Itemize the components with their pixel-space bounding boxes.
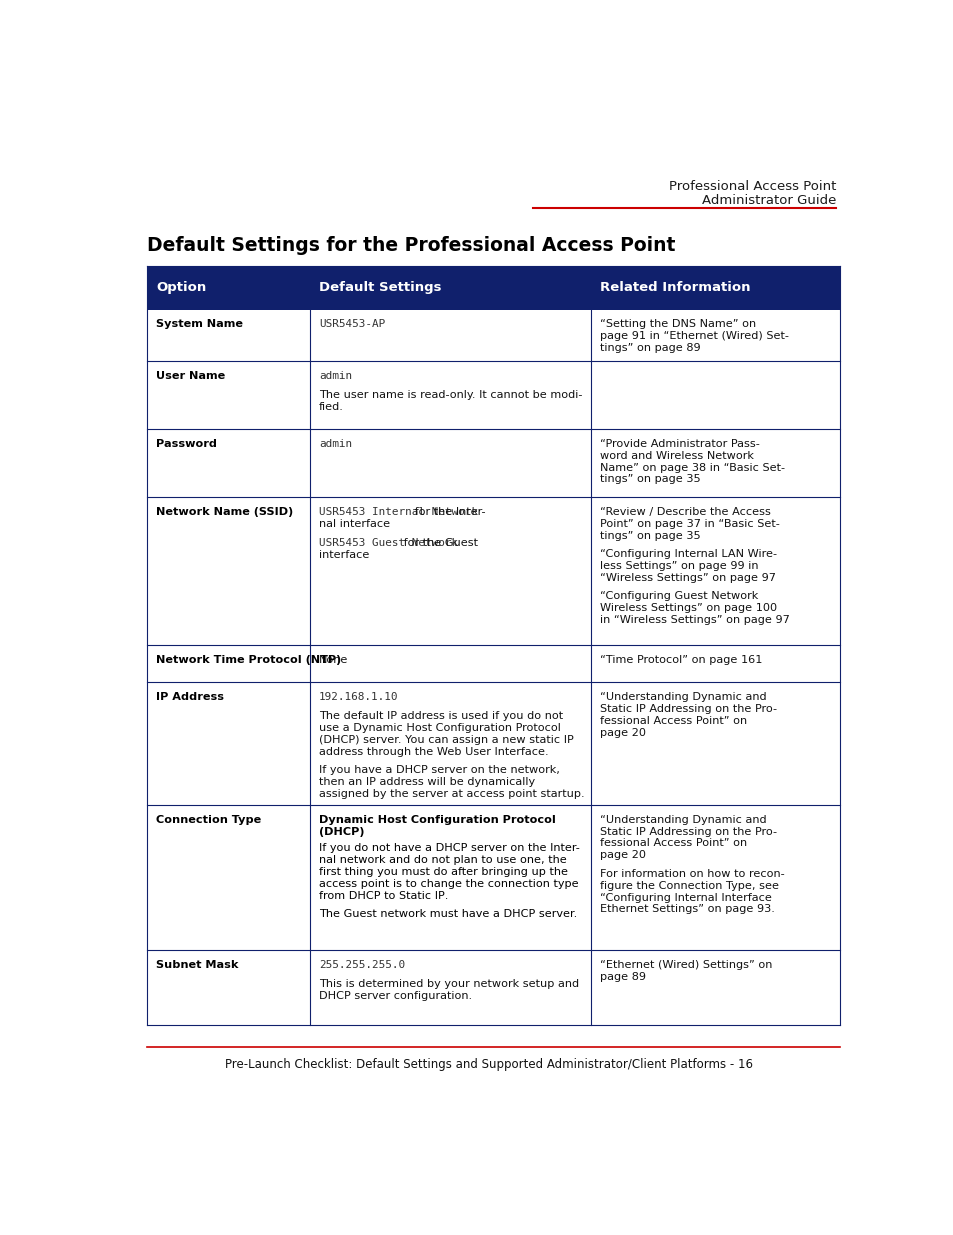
Text: This is determined by your network setup and: This is determined by your network setup…: [318, 979, 578, 989]
Text: fessional Access Point” on: fessional Access Point” on: [599, 839, 746, 848]
Text: Default Settings for the Professional Access Point: Default Settings for the Professional Ac…: [147, 236, 675, 254]
Text: use a Dynamic Host Configuration Protocol: use a Dynamic Host Configuration Protoco…: [318, 722, 560, 732]
Text: USR5453 Guest Network: USR5453 Guest Network: [318, 537, 457, 548]
Text: from ⁠DHCP⁠ to ⁠Static IP⁠.: from ⁠DHCP⁠ to ⁠Static IP⁠.: [318, 890, 448, 900]
Text: Dynamic Host Configuration Protocol: Dynamic Host Configuration Protocol: [318, 815, 556, 825]
Text: tings” on page 35: tings” on page 35: [599, 474, 700, 484]
Text: fessional Access Point” on: fessional Access Point” on: [599, 715, 746, 726]
Text: Subnet Mask: Subnet Mask: [156, 960, 238, 969]
Text: less Settings” on page 99 in: less Settings” on page 99 in: [599, 561, 758, 571]
Text: The Guest network must have a DHCP server.: The Guest network must have a DHCP serve…: [318, 909, 577, 919]
Text: 255.255.255.0: 255.255.255.0: [318, 960, 405, 969]
Text: tings” on page 89: tings” on page 89: [599, 343, 700, 353]
Text: “Configuring Internal Interface: “Configuring Internal Interface: [599, 893, 771, 903]
Text: “Wireless Settings” on page 97: “Wireless Settings” on page 97: [599, 573, 775, 583]
Text: assigned by the server at access point startup.: assigned by the server at access point s…: [318, 789, 584, 799]
Text: nal interface: nal interface: [318, 519, 390, 529]
Text: admin: admin: [318, 370, 352, 380]
Bar: [147, 266, 840, 310]
Text: Ethernet Settings” on page 93.: Ethernet Settings” on page 93.: [599, 904, 774, 914]
Text: Administrator Guide: Administrator Guide: [701, 194, 836, 206]
Text: page 20: page 20: [599, 851, 645, 861]
Text: in “Wireless Settings” on page 97: in “Wireless Settings” on page 97: [599, 615, 788, 625]
Text: Network Name (SSID): Network Name (SSID): [156, 506, 294, 517]
Text: “Configuring Guest Network: “Configuring Guest Network: [599, 592, 757, 601]
Text: If you have a DHCP server on the network,: If you have a DHCP server on the network…: [318, 764, 559, 776]
Text: IP Address: IP Address: [156, 692, 224, 701]
Text: “Setting the DNS Name” on: “Setting the DNS Name” on: [599, 320, 755, 330]
Text: Static IP Addressing on the Pro-: Static IP Addressing on the Pro-: [599, 826, 776, 836]
Text: Professional Access Point: Professional Access Point: [668, 179, 836, 193]
Text: Static IP Addressing on the Pro-: Static IP Addressing on the Pro-: [599, 704, 776, 714]
Text: DHCP server configuration.: DHCP server configuration.: [318, 990, 472, 1000]
Text: for the Inter-: for the Inter-: [411, 506, 485, 517]
Text: Wireless Settings” on page 100: Wireless Settings” on page 100: [599, 603, 776, 613]
Text: 192.168.1.10: 192.168.1.10: [318, 692, 398, 701]
Text: Related Information: Related Information: [599, 282, 749, 294]
Text: Pre-Launch Checklist: Default Settings and Supported Administrator/Client Platfo: Pre-Launch Checklist: Default Settings a…: [225, 1058, 752, 1071]
Text: USR5453 Internal Network: USR5453 Internal Network: [318, 506, 477, 517]
Text: (DHCP): (DHCP): [318, 826, 364, 836]
Text: word and Wireless Network: word and Wireless Network: [599, 451, 753, 461]
Text: Password: Password: [156, 438, 217, 448]
Text: nal network and do not plan to use one, the: nal network and do not plan to use one, …: [318, 855, 566, 864]
Text: interface: interface: [318, 550, 369, 559]
Text: Network Time Protocol (NTP): Network Time Protocol (NTP): [156, 655, 341, 664]
Text: for the Guest: for the Guest: [399, 537, 477, 548]
Text: “Time Protocol” on page 161: “Time Protocol” on page 161: [599, 655, 761, 664]
Text: access point is to change the connection type: access point is to change the connection…: [318, 879, 578, 889]
Text: figure the Connection Type, see: figure the Connection Type, see: [599, 881, 778, 890]
Text: tings” on page 35: tings” on page 35: [599, 531, 700, 541]
Text: Option: Option: [156, 282, 206, 294]
Text: then an IP address will be dynamically: then an IP address will be dynamically: [318, 777, 535, 787]
Text: “Ethernet (Wired) Settings” on: “Ethernet (Wired) Settings” on: [599, 960, 771, 969]
Text: Connection Type: Connection Type: [156, 815, 261, 825]
Text: “Provide Administrator Pass-: “Provide Administrator Pass-: [599, 438, 759, 448]
Text: address through the Web User Interface.: address through the Web User Interface.: [318, 746, 548, 757]
Text: fied.: fied.: [318, 401, 343, 411]
Text: page 89: page 89: [599, 972, 645, 982]
Text: page 20: page 20: [599, 727, 645, 737]
Text: If you do not have a DHCP server on the Inter-: If you do not have a DHCP server on the …: [318, 844, 579, 853]
Text: The user name is read-only. It cannot be modi-: The user name is read-only. It cannot be…: [318, 390, 581, 400]
Text: USR5453-AP: USR5453-AP: [318, 320, 385, 330]
Text: System Name: System Name: [156, 320, 243, 330]
Text: admin: admin: [318, 438, 352, 448]
Text: page 91 in “Ethernet (Wired) Set-: page 91 in “Ethernet (Wired) Set-: [599, 331, 787, 341]
Text: For information on how to recon-: For information on how to recon-: [599, 868, 783, 879]
Text: first thing you must do after bringing up the: first thing you must do after bringing u…: [318, 867, 567, 877]
Text: “Understanding Dynamic and: “Understanding Dynamic and: [599, 815, 765, 825]
Text: “Configuring Internal LAN Wire-: “Configuring Internal LAN Wire-: [599, 550, 776, 559]
Text: The default IP address is used if you do not: The default IP address is used if you do…: [318, 711, 562, 721]
Text: “Review / Describe the Access: “Review / Describe the Access: [599, 506, 770, 517]
Text: User Name: User Name: [156, 370, 225, 380]
Text: “Understanding Dynamic and: “Understanding Dynamic and: [599, 692, 765, 701]
Text: None: None: [318, 655, 348, 664]
Text: Name” on page 38 in “Basic Set-: Name” on page 38 in “Basic Set-: [599, 463, 783, 473]
Text: Point” on page 37 in “Basic Set-: Point” on page 37 in “Basic Set-: [599, 519, 779, 529]
Text: (DHCP) server. You can assign a new static IP: (DHCP) server. You can assign a new stat…: [318, 735, 573, 745]
Text: Default Settings: Default Settings: [318, 282, 441, 294]
